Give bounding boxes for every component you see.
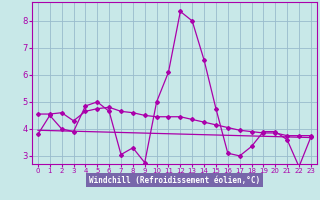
X-axis label: Windchill (Refroidissement éolien,°C): Windchill (Refroidissement éolien,°C) xyxy=(89,176,260,185)
